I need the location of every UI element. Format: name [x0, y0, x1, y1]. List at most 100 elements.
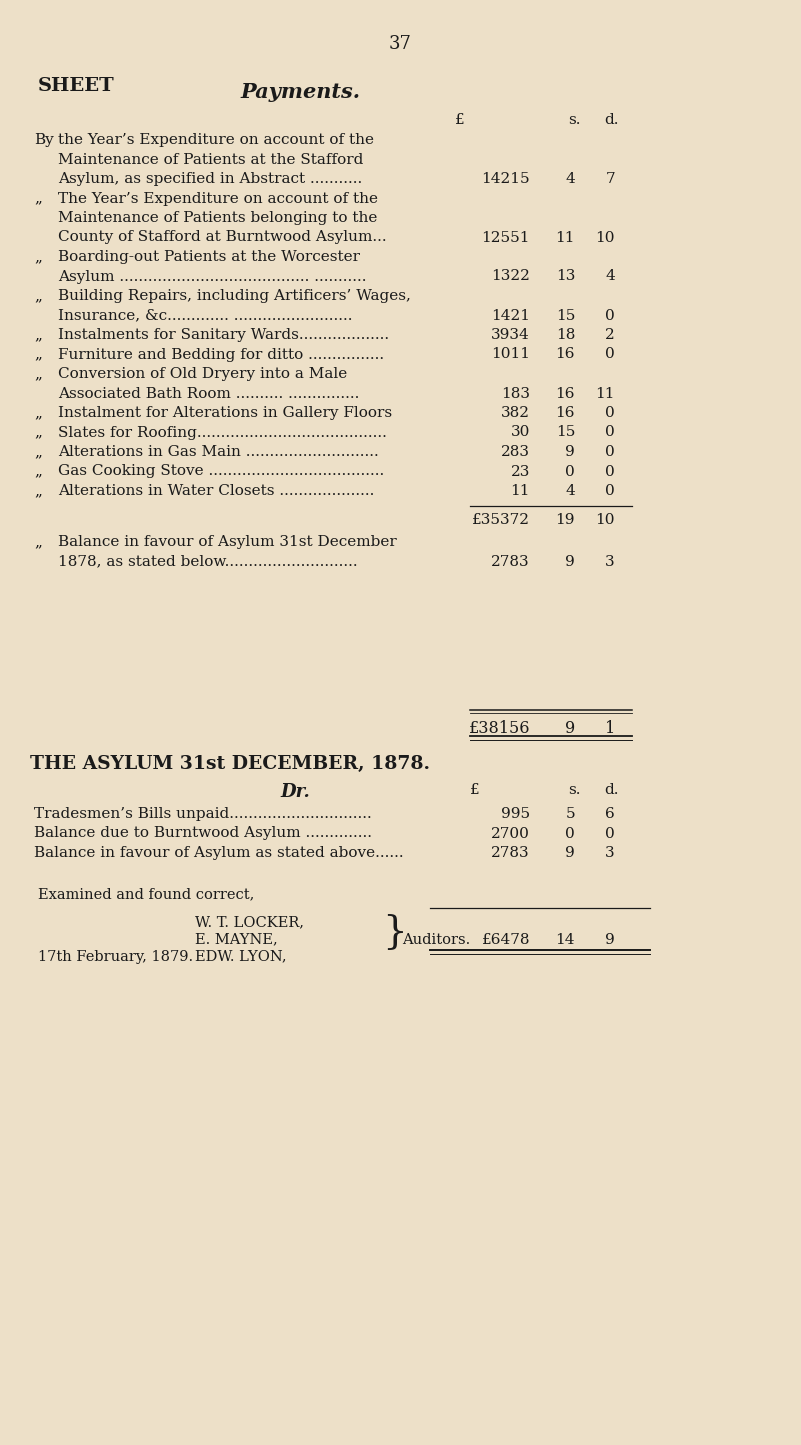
Text: 9: 9 [565, 720, 575, 737]
Text: d.: d. [604, 783, 618, 798]
Text: }: } [382, 915, 407, 951]
Text: 13: 13 [556, 270, 575, 283]
Text: 1011: 1011 [491, 347, 530, 361]
Text: Building Repairs, including Artificers’ Wages,: Building Repairs, including Artificers’ … [58, 289, 411, 303]
Text: EDW. LYON,: EDW. LYON, [195, 949, 287, 964]
Text: 2783: 2783 [491, 845, 530, 860]
Text: 12551: 12551 [481, 231, 530, 244]
Text: Slates for Roofing........................................: Slates for Roofing......................… [58, 425, 387, 439]
Text: W. T. LOCKER,: W. T. LOCKER, [195, 916, 304, 929]
Text: 11: 11 [556, 231, 575, 244]
Text: Furniture and Bedding for ditto ................: Furniture and Bedding for ditto ........… [58, 347, 384, 361]
Text: 10: 10 [595, 231, 615, 244]
Text: „: „ [34, 484, 42, 499]
Text: 9: 9 [566, 845, 575, 860]
Text: „: „ [34, 192, 42, 205]
Text: Dr.: Dr. [280, 783, 310, 801]
Text: Associated Bath Room .......... ...............: Associated Bath Room .......... ........… [58, 386, 360, 400]
Text: 9: 9 [606, 932, 615, 946]
Text: Tradesmen’s Bills unpaid..............................: Tradesmen’s Bills unpaid................… [34, 806, 372, 821]
Text: 0: 0 [606, 308, 615, 322]
Text: 30: 30 [510, 425, 530, 439]
Text: 6: 6 [606, 806, 615, 821]
Text: „: „ [34, 367, 42, 381]
Text: Auditors.: Auditors. [402, 932, 470, 946]
Text: 4: 4 [566, 172, 575, 186]
Text: „: „ [34, 289, 42, 303]
Text: 15: 15 [556, 425, 575, 439]
Text: County of Stafford at Burntwood Asylum...: County of Stafford at Burntwood Asylum..… [58, 231, 387, 244]
Text: 10: 10 [595, 513, 615, 527]
Text: 3: 3 [606, 845, 615, 860]
Text: s.: s. [568, 783, 581, 798]
Text: 183: 183 [501, 386, 530, 400]
Text: £6478: £6478 [481, 932, 530, 946]
Text: £: £ [470, 783, 480, 798]
Text: 0: 0 [606, 827, 615, 841]
Text: Alterations in Gas Main ............................: Alterations in Gas Main ................… [58, 445, 379, 460]
Text: 995: 995 [501, 806, 530, 821]
Text: 15: 15 [556, 308, 575, 322]
Text: Asylum, as specified in Abstract ...........: Asylum, as specified in Abstract .......… [58, 172, 362, 186]
Text: 3934: 3934 [491, 328, 530, 342]
Text: s.: s. [568, 113, 581, 127]
Text: d.: d. [604, 113, 618, 127]
Text: 0: 0 [606, 445, 615, 460]
Text: 0: 0 [606, 464, 615, 478]
Text: 23: 23 [510, 464, 530, 478]
Text: „: „ [34, 328, 42, 342]
Text: Instalment for Alterations in Gallery Floors: Instalment for Alterations in Gallery Fl… [58, 406, 392, 420]
Text: 2700: 2700 [491, 827, 530, 841]
Text: „: „ [34, 406, 42, 420]
Text: Maintenance of Patients at the Stafford: Maintenance of Patients at the Stafford [58, 153, 364, 166]
Text: 14: 14 [556, 932, 575, 946]
Text: Gas Cooking Stove .....................................: Gas Cooking Stove ......................… [58, 464, 384, 478]
Text: Balance due to Burntwood Asylum ..............: Balance due to Burntwood Asylum ........… [34, 827, 372, 841]
Text: 9: 9 [566, 555, 575, 568]
Text: £35372: £35372 [472, 513, 530, 527]
Text: By: By [34, 133, 54, 147]
Text: 3: 3 [606, 555, 615, 568]
Text: „: „ [34, 425, 42, 439]
Text: 11: 11 [595, 386, 615, 400]
Text: „: „ [34, 250, 42, 264]
Text: 382: 382 [501, 406, 530, 420]
Text: 0: 0 [606, 347, 615, 361]
Text: „: „ [34, 445, 42, 460]
Text: „: „ [34, 535, 42, 549]
Text: E. MAYNE,: E. MAYNE, [195, 932, 278, 946]
Text: Payments.: Payments. [240, 82, 360, 103]
Text: „: „ [34, 347, 42, 361]
Text: 16: 16 [556, 406, 575, 420]
Text: 16: 16 [556, 347, 575, 361]
Text: 37: 37 [388, 35, 412, 53]
Text: SHEET: SHEET [38, 77, 115, 95]
Text: Conversion of Old Dryery into a Male: Conversion of Old Dryery into a Male [58, 367, 348, 381]
Text: 0: 0 [566, 827, 575, 841]
Text: 0: 0 [606, 484, 615, 499]
Text: 2: 2 [606, 328, 615, 342]
Text: 17th February, 1879.: 17th February, 1879. [38, 949, 193, 964]
Text: 1878, as stated below............................: 1878, as stated below...................… [58, 555, 357, 568]
Text: 4: 4 [606, 270, 615, 283]
Text: The Year’s Expenditure on account of the: The Year’s Expenditure on account of the [58, 192, 378, 205]
Text: Asylum ........................................ ...........: Asylum .................................… [58, 270, 367, 283]
Text: the Year’s Expenditure on account of the: the Year’s Expenditure on account of the [58, 133, 374, 147]
Text: 2783: 2783 [491, 555, 530, 568]
Text: 4: 4 [566, 484, 575, 499]
Text: 9: 9 [566, 445, 575, 460]
Text: 1322: 1322 [491, 270, 530, 283]
Text: „: „ [34, 464, 42, 478]
Text: Balance in favour of Asylum as stated above......: Balance in favour of Asylum as stated ab… [34, 845, 404, 860]
Text: 11: 11 [510, 484, 530, 499]
Text: THE ASYLUM 31st DECEMBER, 1878.: THE ASYLUM 31st DECEMBER, 1878. [30, 754, 430, 773]
Text: 19: 19 [556, 513, 575, 527]
Text: Maintenance of Patients belonging to the: Maintenance of Patients belonging to the [58, 211, 377, 225]
Text: Boarding-out Patients at the Worcester: Boarding-out Patients at the Worcester [58, 250, 360, 264]
Text: 16: 16 [556, 386, 575, 400]
Text: Alterations in Water Closets ....................: Alterations in Water Closets ...........… [58, 484, 374, 499]
Text: Balance in favour of Asylum 31st December: Balance in favour of Asylum 31st Decembe… [58, 535, 396, 549]
Text: Insurance, &c............. .........................: Insurance, &c............. .............… [58, 308, 352, 322]
Text: 18: 18 [556, 328, 575, 342]
Text: 1: 1 [605, 720, 615, 737]
